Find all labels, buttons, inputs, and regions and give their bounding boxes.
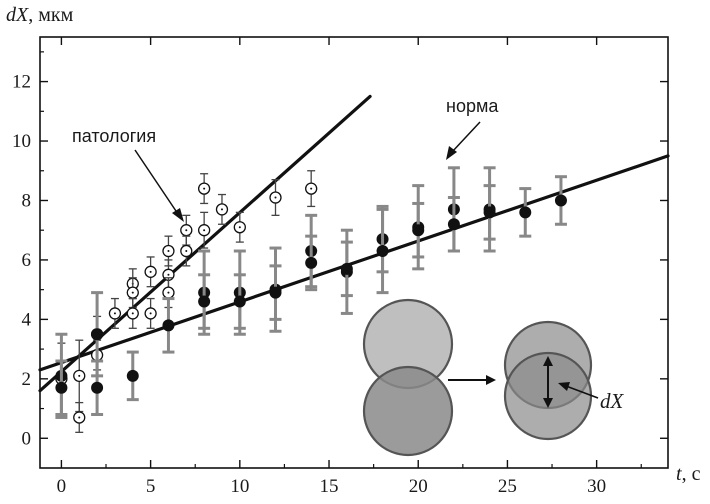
fit-line-pathology xyxy=(38,94,372,393)
y-tick-label: 8 xyxy=(22,190,32,211)
data-point-center xyxy=(78,416,81,419)
data-point-center xyxy=(131,312,134,315)
data-point-center xyxy=(113,312,116,315)
y-tick-label: 4 xyxy=(22,309,32,330)
y-tick-label: 0 xyxy=(22,428,32,449)
x-axis-unit: , с xyxy=(682,463,701,485)
data-point-center xyxy=(185,250,188,253)
data-point-norm xyxy=(162,319,175,332)
inset-dx-arrowhead-up xyxy=(543,356,553,366)
data-point-center xyxy=(167,291,170,294)
inset-label-pointer-head xyxy=(558,382,570,391)
x-tick-label: 25 xyxy=(498,476,517,497)
data-point-center xyxy=(238,226,241,229)
fit-line-norm xyxy=(38,154,670,372)
y-tick-label: 2 xyxy=(22,369,32,390)
inset-label: dX xyxy=(600,389,625,413)
annotation-pathology: патология xyxy=(72,126,156,146)
inset-arrowhead xyxy=(486,375,496,385)
annotation-pathology-arrow xyxy=(134,149,179,215)
data-point-center xyxy=(274,196,277,199)
y-tick-label: 10 xyxy=(12,131,31,152)
data-point-norm xyxy=(554,194,567,207)
data-point-center xyxy=(167,250,170,253)
axis-ticks: 0 5 10 15 20 25 30 0 2 4 6 8 10 12 xyxy=(12,37,668,497)
data-point-norm xyxy=(376,245,389,258)
data-point-center xyxy=(167,273,170,276)
x-tick-label: 0 xyxy=(57,476,67,497)
y-tick-label: 12 xyxy=(12,72,31,93)
data-points xyxy=(55,166,567,433)
inset-cell-bottom-left xyxy=(362,365,454,457)
y-axis-title: dX, мкм xyxy=(6,4,74,26)
data-point-norm xyxy=(55,381,68,394)
y-axis-unit: , мкм xyxy=(28,4,73,26)
data-point-norm xyxy=(198,295,211,308)
data-point-norm xyxy=(447,218,460,231)
x-tick-label: 5 xyxy=(146,476,156,497)
annotation-norm-arrow xyxy=(451,121,481,153)
plot-frame xyxy=(39,36,669,469)
data-point-norm xyxy=(269,286,282,299)
data-point-norm xyxy=(305,256,318,269)
data-point-norm xyxy=(91,328,104,341)
data-point-norm xyxy=(483,206,496,219)
x-tick-label: 30 xyxy=(587,476,606,497)
annotation-norm: норма xyxy=(446,96,499,116)
data-point-norm xyxy=(233,295,246,308)
y-tick-label: 6 xyxy=(22,250,32,271)
series-pathology xyxy=(55,170,318,433)
annotation-pathology-arrowhead xyxy=(172,208,184,222)
x-tick-label: 20 xyxy=(409,476,428,497)
data-point-center xyxy=(78,374,81,377)
data-point-norm xyxy=(126,369,139,382)
series-norm xyxy=(55,166,567,419)
data-point-center xyxy=(149,270,152,273)
data-point-center xyxy=(310,187,313,190)
inset-illustration: dX xyxy=(362,298,625,457)
data-point-norm xyxy=(340,262,353,275)
x-axis-variable: t xyxy=(676,463,682,485)
data-point-center xyxy=(220,208,223,211)
inset-dx-arrowhead-down xyxy=(543,398,553,408)
data-point-norm xyxy=(412,224,425,237)
data-point-norm xyxy=(519,206,532,219)
x-axis-title: t, с xyxy=(676,463,701,485)
annotation-norm-arrowhead xyxy=(446,146,457,160)
data-point-center xyxy=(131,291,134,294)
data-point-center xyxy=(203,229,206,232)
data-point-norm xyxy=(91,381,104,394)
x-tick-label: 10 xyxy=(230,476,249,497)
fit-lines xyxy=(38,94,670,393)
data-point-center xyxy=(149,312,152,315)
data-point-center xyxy=(203,187,206,190)
x-tick-label: 15 xyxy=(320,476,339,497)
data-point-center xyxy=(185,229,188,232)
inset-label-pointer xyxy=(565,385,599,399)
y-axis-variable: dX xyxy=(6,4,29,26)
